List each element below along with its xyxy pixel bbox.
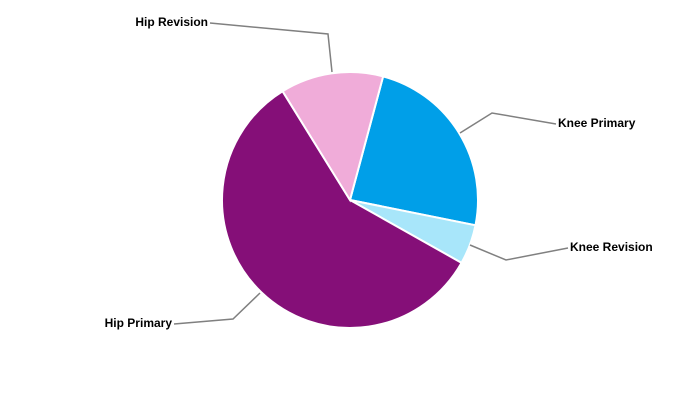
leader-line <box>173 292 261 325</box>
slice-label: Hip Primary <box>105 316 173 330</box>
slice-label: Knee Revision <box>570 240 653 254</box>
slice-label: Hip Revision <box>135 15 208 29</box>
leader-line <box>459 112 557 134</box>
slice-label: Knee Primary <box>558 116 636 130</box>
pie-slice <box>281 71 385 203</box>
leader-line <box>209 22 333 73</box>
pie-slice <box>348 75 479 227</box>
pie-slice <box>221 89 463 329</box>
leader-line <box>469 244 569 261</box>
